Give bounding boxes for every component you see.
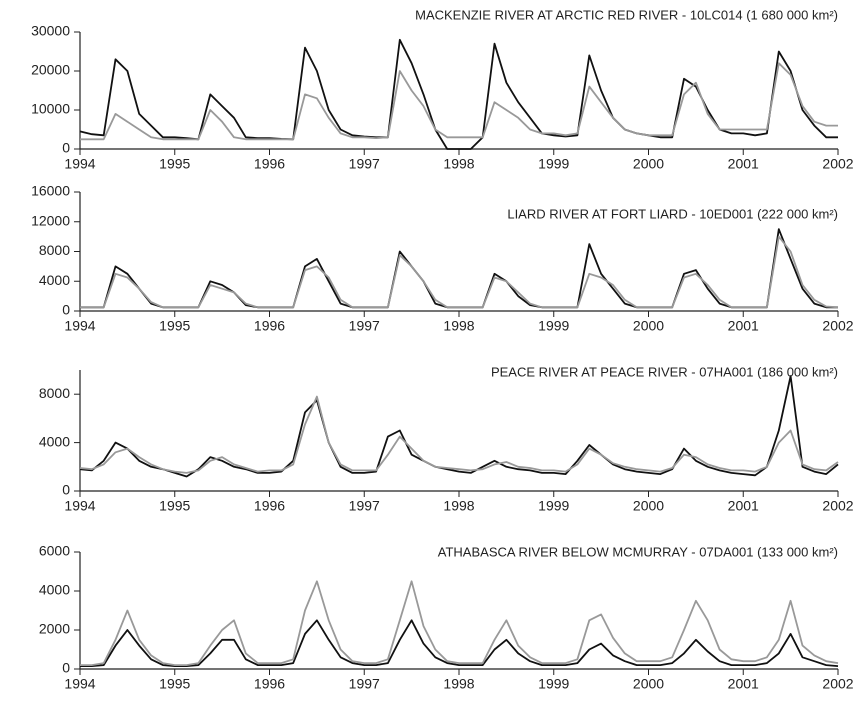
x-tick-label: 1999 [538, 318, 569, 334]
x-tick-label: 2000 [633, 676, 664, 692]
x-tick-label: 1995 [159, 676, 190, 692]
chart-title: MACKENZIE RIVER AT ARCTIC RED RIVER - 10… [415, 7, 838, 22]
series-line [80, 62, 838, 141]
x-tick-label: 2001 [728, 676, 759, 692]
y-tick-label: 6000 [39, 543, 70, 559]
x-tick-label: 2001 [728, 318, 759, 334]
series-line [79, 395, 839, 474]
series-line [79, 38, 838, 150]
x-tick-label: 1994 [64, 318, 95, 334]
x-tick-label: 1998 [443, 498, 474, 514]
x-tick-label: 1996 [254, 498, 285, 514]
x-tick-label: 2000 [633, 498, 664, 514]
y-tick-label: 16000 [31, 183, 70, 199]
series-line [80, 619, 839, 667]
chart-title: LIARD RIVER AT FORT LIARD - 10ED001 (222… [507, 206, 838, 221]
y-tick-label: 20000 [31, 62, 70, 78]
y-tick-label: 0 [62, 482, 70, 498]
x-tick-label: 2001 [728, 156, 759, 172]
y-tick-label: 8000 [39, 385, 70, 401]
x-tick-label: 1997 [349, 156, 380, 172]
series-line [80, 235, 839, 309]
x-tick-label: 1997 [349, 676, 380, 692]
y-tick-label: 4000 [39, 433, 70, 449]
x-tick-label: 1999 [538, 498, 569, 514]
y-tick-label: 30000 [31, 23, 70, 39]
x-tick-label: 1999 [538, 156, 569, 172]
x-tick-label: 1999 [538, 676, 569, 692]
x-tick-label: 1997 [349, 318, 380, 334]
x-tick-label: 1995 [159, 318, 190, 334]
x-tick-label: 2002 [822, 676, 853, 692]
y-tick-label: 8000 [39, 242, 70, 258]
y-tick-label: 4000 [39, 272, 70, 288]
series-line [79, 375, 839, 478]
y-tick-label: 4000 [39, 582, 70, 598]
x-tick-label: 1996 [254, 156, 285, 172]
y-tick-label: 10000 [31, 101, 70, 117]
x-tick-label: 1995 [159, 498, 190, 514]
x-tick-label: 1994 [64, 498, 95, 514]
x-tick-label: 2000 [633, 156, 664, 172]
y-tick-label: 0 [62, 660, 70, 676]
chart-title: PEACE RIVER AT PEACE RIVER - 07HA001 (18… [491, 364, 838, 379]
x-tick-label: 1998 [443, 156, 474, 172]
x-tick-label: 1998 [443, 676, 474, 692]
x-tick-label: 1997 [349, 498, 380, 514]
x-tick-label: 2002 [822, 156, 853, 172]
y-tick-label: 0 [62, 140, 70, 156]
x-tick-label: 2002 [822, 318, 853, 334]
y-tick-label: 12000 [31, 212, 70, 228]
x-tick-label: 1998 [443, 318, 474, 334]
x-tick-label: 1996 [254, 318, 285, 334]
chart-title: ATHABASCA RIVER BELOW MCMURRAY - 07DA001… [438, 544, 838, 559]
series-line [80, 580, 839, 666]
x-tick-label: 2001 [728, 498, 759, 514]
y-tick-label: 2000 [39, 621, 70, 637]
x-tick-label: 1995 [159, 156, 190, 172]
x-tick-label: 1994 [64, 156, 95, 172]
x-tick-label: 1994 [64, 676, 95, 692]
series-line [80, 228, 838, 309]
x-tick-label: 2002 [822, 498, 853, 514]
y-tick-label: 0 [62, 302, 70, 318]
x-tick-label: 2000 [633, 318, 664, 334]
x-tick-label: 1996 [254, 676, 285, 692]
